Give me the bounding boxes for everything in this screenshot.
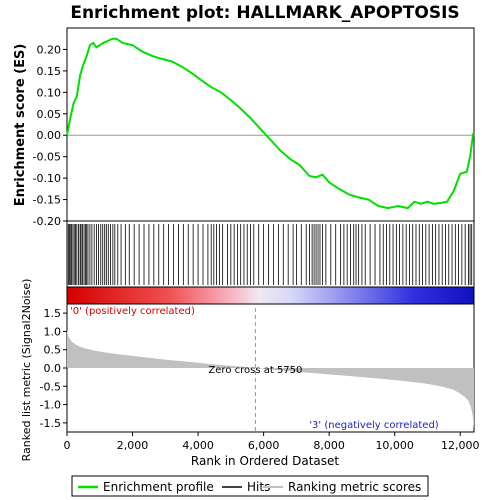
es-y-tick-label: -0.05 (33, 151, 61, 164)
es-y-tick-label: -0.10 (33, 172, 61, 185)
es-y-tick-label: 0.10 (37, 86, 62, 99)
x-tick-label: 6,000 (248, 439, 280, 452)
x-axis-label: Rank in Ordered Dataset (191, 454, 339, 468)
ranking-metric-area (67, 329, 474, 429)
rank-y-tick-label: -1.5 (40, 417, 61, 430)
x-tick-label: 4,000 (182, 439, 214, 452)
chart-title: Enrichment plot: HALLMARK_APOPTOSIS (70, 3, 459, 23)
x-ticks: 0 2,000 4,000 6,000 8,000 10,000 12,000 (64, 432, 480, 452)
ranking-y-label: Ranked list metric (Signal2Noise) (20, 279, 33, 462)
legend-box (71, 475, 429, 497)
es-y-tick-label: -0.20 (33, 215, 61, 228)
x-tick-label: 0 (64, 439, 71, 452)
x-tick-label: 2,000 (117, 439, 149, 452)
rank-y-tick-label: -1.0 (40, 399, 61, 412)
rank-y-tick-label: -0.5 (40, 380, 61, 393)
rank-y-tick-label: 1.0 (44, 325, 62, 338)
correlation-color-bar (66, 286, 475, 305)
es-panel-frame (66, 27, 475, 222)
es-y-tick-label: 0.05 (37, 108, 62, 121)
x-tick-label: 12,000 (441, 439, 480, 452)
rank-y-tick-label: 1.5 (44, 307, 62, 320)
enrichment-profile-line (66, 37, 475, 210)
legend-enrichment-label: Enrichment profile (103, 480, 214, 494)
es-y-label: Enrichment score (ES) (13, 44, 28, 207)
es-y-tick-label: 0.20 (37, 43, 62, 56)
es-y-ticks: 0.20 0.15 0.10 0.05 0.00 -0.05 -0.10 -0.15 -0.20 (33, 43, 67, 228)
es-y-tick-label: 0.00 (37, 129, 62, 142)
hits-marks (67, 224, 473, 285)
rank-y-ticks: 1.5 1.0 0.5 0.0 -0.5 -1.0 -1.5 (40, 307, 67, 430)
x-tick-label: 10,000 (375, 439, 414, 452)
x-tick-label: 8,000 (313, 439, 345, 452)
es-y-tick-label: 0.15 (37, 65, 62, 78)
legend-ranking-label: Ranking metric scores (288, 480, 421, 494)
es-y-tick-label: -0.15 (33, 194, 61, 207)
legend-hits-label: Hits (247, 480, 270, 494)
rank-y-tick-label: 0.0 (44, 362, 62, 375)
zero-cross-label: Zero cross at 5750 (208, 365, 302, 376)
positive-correlation-label: '0' (positively correlated) (70, 306, 195, 317)
rank-y-tick-label: 0.5 (44, 344, 62, 357)
negative-correlation-label: '3' (negatively correlated) (309, 420, 438, 431)
